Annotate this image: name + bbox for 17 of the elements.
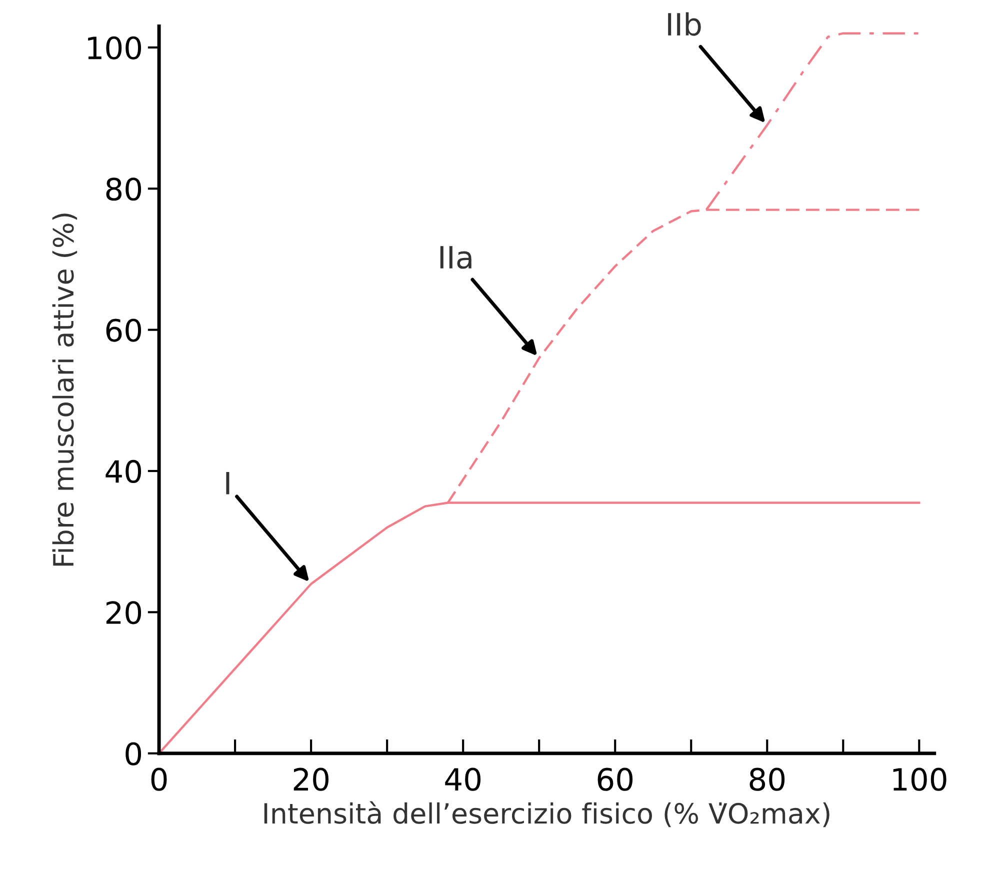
x-tick-label: 60: [598, 768, 633, 791]
y-tick-label: 100: [88, 36, 142, 60]
annotation: I: [226, 472, 230, 494]
annotation: IIb: [668, 12, 701, 36]
x-axis-title: Intensità dell’esercizio fisico (% V̇O₂max): [264, 801, 830, 828]
x-tick-label: 80: [750, 768, 785, 791]
annotation: IIa: [440, 246, 472, 269]
y-tick-label: 60: [106, 318, 142, 342]
y-tick-label: 20: [106, 601, 142, 624]
x-tick-label: 20: [294, 768, 328, 791]
y-tick-label: 0: [126, 742, 142, 766]
y-tick-label: 40: [106, 460, 142, 484]
x-tick-label: 40: [445, 768, 480, 791]
x-tick-label: 0: [151, 768, 167, 791]
y-tick-label: 80: [106, 178, 142, 201]
y-axis-title: Fibre muscolari attive (%): [52, 214, 78, 566]
x-tick-label: 100: [893, 768, 946, 791]
